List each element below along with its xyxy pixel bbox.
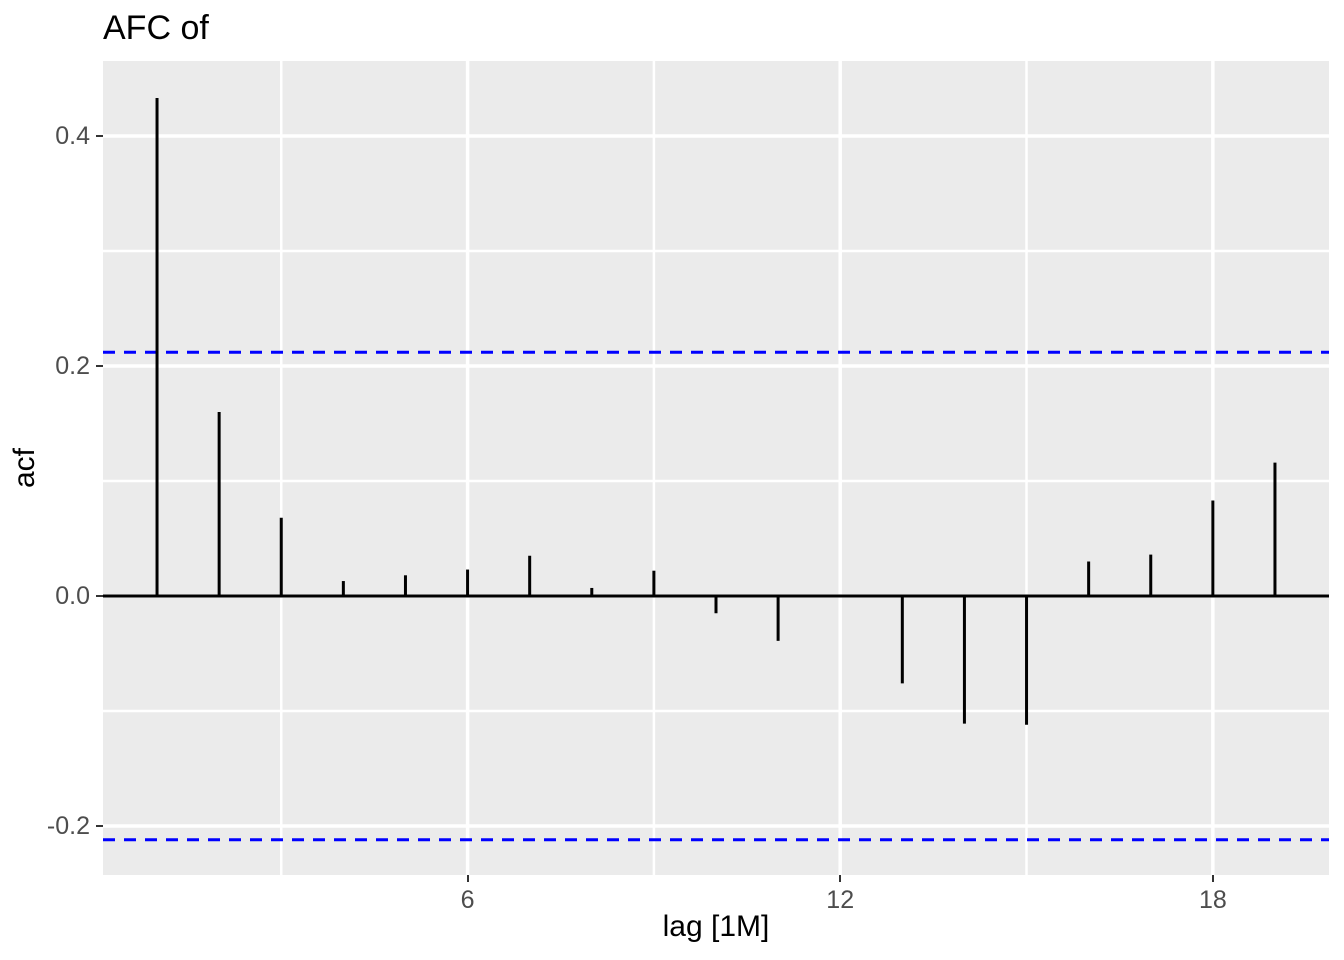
y-tick-mark bbox=[96, 594, 103, 597]
x-tick-mark bbox=[839, 875, 842, 882]
plot-panel bbox=[103, 61, 1329, 875]
y-tick-label: 0.4 bbox=[55, 121, 90, 150]
y-tick-label: 0.0 bbox=[55, 581, 90, 610]
x-tick-label: 12 bbox=[826, 886, 855, 914]
y-tick-mark bbox=[96, 134, 103, 137]
x-tick-label: 6 bbox=[460, 886, 475, 914]
x-axis-title: lag [1M] bbox=[662, 910, 770, 943]
y-axis-title: acf bbox=[8, 447, 41, 489]
y-tick-label: -0.2 bbox=[46, 812, 90, 840]
x-tick-mark bbox=[466, 875, 469, 882]
y-tick-label: 0.2 bbox=[55, 351, 90, 380]
x-tick-mark bbox=[1211, 875, 1214, 882]
x-tick-label: 18 bbox=[1198, 886, 1227, 914]
y-tick-mark bbox=[96, 825, 103, 827]
y-tick-mark bbox=[96, 364, 103, 367]
plot-title: AFC of bbox=[103, 9, 209, 47]
acf-chart bbox=[103, 61, 1329, 875]
